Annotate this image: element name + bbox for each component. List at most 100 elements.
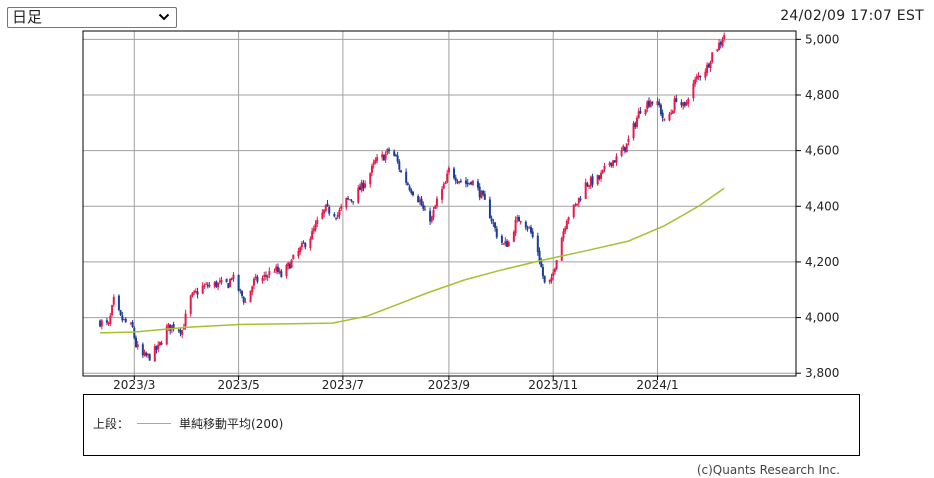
candle-body	[333, 214, 336, 217]
candle-body	[340, 206, 343, 209]
x-tick-label: 2023/11	[528, 378, 578, 390]
candle-body	[529, 227, 532, 233]
y-tick-label: 4,400	[805, 199, 839, 213]
candle-body	[723, 34, 726, 39]
candle-body	[112, 296, 115, 305]
candle-body	[683, 102, 686, 106]
candle-body	[624, 146, 627, 152]
candle-body	[507, 242, 510, 247]
candle-body	[422, 204, 425, 209]
y-tick-label: 4,600	[805, 144, 839, 158]
candle-body	[548, 279, 551, 283]
candle-body	[603, 165, 606, 170]
candle-body	[442, 184, 445, 189]
candle-body	[540, 261, 543, 267]
candle-body	[182, 327, 185, 330]
candle-body	[704, 71, 707, 78]
candle-body	[637, 111, 640, 119]
candle-body	[718, 43, 721, 50]
candle-body	[584, 182, 587, 199]
candle-body	[576, 203, 579, 206]
candle-body	[615, 156, 618, 163]
period-select[interactable]: 日足	[7, 7, 177, 28]
candle-body	[528, 226, 531, 228]
candle-body	[374, 159, 377, 164]
candle-body	[673, 98, 676, 111]
candle-body	[423, 209, 426, 211]
candle-body	[264, 275, 267, 277]
candle-body	[193, 291, 196, 293]
candle-body	[512, 231, 515, 242]
candle-body	[441, 188, 444, 200]
candle-body	[311, 231, 314, 240]
candle-body	[290, 259, 293, 268]
candle-body	[117, 295, 120, 310]
candle-body	[148, 353, 151, 361]
candle-body	[323, 209, 326, 214]
candle-body	[719, 42, 722, 45]
candle-body	[706, 64, 709, 73]
candle-body	[671, 110, 674, 114]
candle-body	[184, 313, 187, 327]
candle-body	[514, 219, 517, 234]
x-tick-label: 2023/9	[428, 378, 470, 390]
candle-body	[302, 242, 305, 244]
candle-body	[362, 183, 365, 189]
candle-body	[280, 271, 283, 277]
candle-body	[574, 204, 577, 206]
candle-body	[647, 100, 650, 107]
candle-body	[299, 247, 302, 253]
candle-body	[524, 221, 527, 228]
candle-body	[370, 165, 373, 173]
candle-body	[230, 278, 233, 280]
candle-body	[297, 250, 300, 257]
candle-body	[651, 101, 654, 104]
candle-body	[393, 151, 396, 156]
candle-body	[252, 278, 255, 286]
candle-body	[488, 199, 491, 219]
candle-body	[432, 210, 435, 218]
chart-axes: 2023/3 2023/5 2023/7 2023/9 2023/11 2024/1 3,8…	[113, 32, 839, 390]
candle-body	[287, 262, 290, 266]
candle-body	[229, 279, 232, 287]
candle-body	[405, 171, 408, 183]
candle-body	[347, 198, 350, 200]
candle-body	[453, 168, 456, 178]
candle-body	[146, 353, 149, 355]
candle-body	[536, 235, 539, 253]
candle-body	[99, 320, 102, 327]
legend-ma-swatch	[137, 423, 172, 424]
candle-body	[577, 197, 580, 204]
candle-body	[196, 291, 199, 295]
candle-body	[227, 283, 230, 289]
candle-body	[241, 291, 244, 296]
candle-body	[400, 170, 403, 173]
candle-body	[406, 183, 409, 186]
candle-body	[145, 352, 148, 356]
candle-body	[586, 183, 589, 186]
candle-body	[386, 149, 389, 153]
candle-body	[304, 243, 307, 248]
candle-body	[695, 76, 698, 80]
candle-body	[504, 241, 507, 245]
candle-body	[553, 268, 556, 272]
candle-body	[345, 197, 348, 208]
candle-body	[466, 182, 469, 185]
candle-body	[456, 181, 459, 183]
candle-body	[658, 102, 661, 106]
candle-body	[335, 217, 338, 219]
candle-body	[682, 102, 685, 107]
candle-body	[541, 267, 544, 277]
legend-section-label: 上段：	[93, 417, 130, 431]
candle-body	[649, 102, 652, 108]
candle-body	[328, 206, 331, 214]
candle-body	[372, 162, 375, 165]
candle-body	[591, 176, 594, 185]
candle-body	[119, 310, 122, 315]
candle-body	[276, 266, 279, 273]
candle-body	[516, 217, 519, 220]
candle-body	[124, 318, 127, 323]
candle-body	[165, 326, 168, 345]
candle-body	[382, 155, 385, 161]
candle-body	[167, 324, 170, 328]
